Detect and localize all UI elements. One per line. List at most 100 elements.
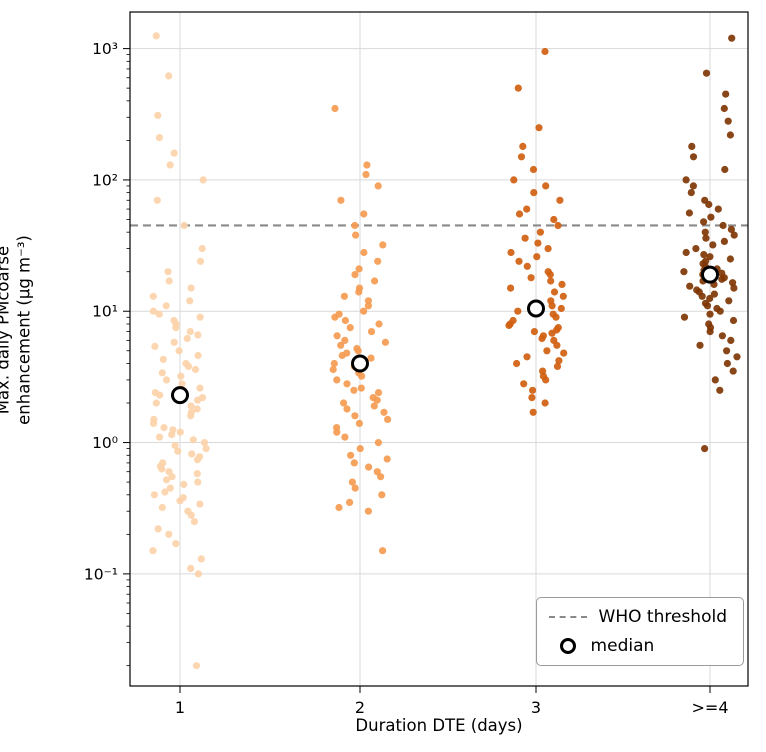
data-point [351,221,359,230]
data-point [149,292,157,300]
data-point [187,402,195,410]
data-point [170,316,178,325]
y-tick-label: 10⁻¹ [84,565,118,583]
data-point [523,205,531,213]
data-point [196,384,204,392]
data-point [337,196,345,204]
median-marker [171,386,189,405]
data-point [707,213,715,221]
data-point [158,503,166,512]
data-point [729,367,737,375]
data-point [151,342,159,350]
data-point [164,268,172,276]
data-point [702,234,710,242]
data-point [200,439,209,447]
data-point [330,359,338,368]
data-point [159,355,167,363]
data-point [184,507,192,515]
data-point [728,34,736,42]
data-point [553,362,562,370]
data-point [529,386,537,394]
data-point [547,277,555,285]
data-point [355,284,364,292]
data-point [337,341,345,349]
data-point [193,470,201,478]
data-point [701,196,709,204]
data-point [346,498,354,506]
data-point [367,328,376,336]
data-point [541,47,549,56]
data-point [165,468,173,476]
data-point [364,297,372,305]
data-point [196,500,204,508]
data-point [722,90,730,98]
data-point [176,428,184,436]
data-point [682,176,690,184]
data-point [329,365,337,374]
y-axis-label-line2: enhancement (µg m⁻³) [14,235,33,425]
data-point [713,304,721,313]
data-point [333,424,341,432]
data-point [555,357,563,365]
data-point [197,555,205,563]
data-point [175,347,183,355]
data-point [685,209,694,217]
data-point [507,284,515,292]
data-point [159,459,167,467]
data-point [196,313,204,321]
data-point [554,324,562,332]
data-point [196,257,205,265]
data-point [725,297,733,305]
y-axis-label: Max. daily PMcoarse enhancement (µg m⁻³) [0,235,35,425]
data-point [378,491,386,499]
data-point [536,228,545,236]
data-point [726,131,735,139]
legend-item-median: median [549,636,727,656]
data-point [556,196,564,204]
data-point [716,386,724,394]
data-point [165,530,173,538]
data-point [523,353,531,361]
data-point [514,84,522,92]
data-point [335,310,343,318]
data-point [162,476,171,484]
legend: WHO threshold median [535,597,744,666]
dashed-line-icon [548,616,587,618]
data-point [155,310,163,318]
data-point [174,447,182,455]
data-point [379,547,387,555]
data-point [170,149,178,157]
data-point [180,480,188,488]
data-point [718,269,726,277]
data-point [706,294,714,303]
data-point [550,288,559,296]
data-point [730,231,738,239]
x-tick-label: 3 [531,698,541,717]
data-point [189,436,197,444]
data-point [153,196,161,204]
median-marker [701,265,719,284]
data-point [335,503,343,512]
data-point [730,284,738,292]
data-point [528,394,536,402]
data-point [351,412,359,420]
data-point [550,336,558,344]
data-point [350,459,358,467]
data-point [150,491,158,499]
x-axis-label: Duration DTE (days) [355,716,523,735]
data-point [355,419,363,427]
data-point [194,570,202,578]
data-point [381,338,389,346]
y-tick-label: 10² [92,171,118,189]
data-point [360,248,368,257]
data-point [688,142,696,150]
data-point [341,316,349,325]
data-point [371,277,379,285]
y-tick-label: 10¹ [92,303,118,321]
data-point [527,274,535,282]
data-point [539,332,548,340]
data-point [348,478,356,486]
data-point [723,359,732,368]
y-tick-label: 10⁰ [92,434,118,452]
y-tick-label: 10³ [92,40,118,58]
